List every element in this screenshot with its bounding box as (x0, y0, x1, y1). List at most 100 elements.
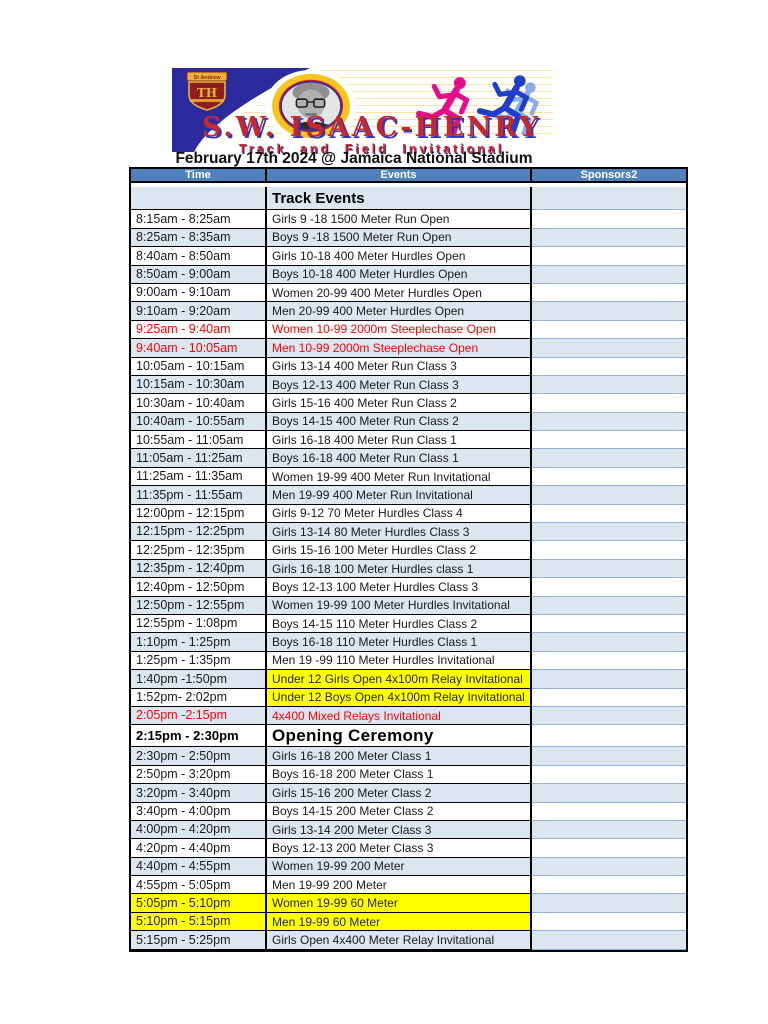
sponsor-cell (532, 357, 686, 376)
time-cell: 11:35pm - 11:55am (131, 486, 267, 505)
event-cell: Boys 14-15 110 Meter Hurdles Class 2 (267, 614, 532, 634)
column-header-sponsors: Sponsors2 (532, 169, 686, 183)
sponsor-cell (532, 265, 686, 284)
time-cell: 8:25am - 8:35am (131, 228, 267, 248)
time-cell: 9:25am - 9:40am (131, 320, 267, 340)
time-cell: 4:55pm - 5:05pm (131, 876, 267, 895)
event-cell: Girls Open 4x400 Meter Relay Invitationa… (267, 931, 532, 950)
time-cell: 1:10pm - 1:25pm (131, 633, 267, 652)
time-cell: 1:25pm - 1:35pm (131, 651, 267, 671)
event-cell: Girls 13-14 400 Meter Run Class 3 (267, 357, 532, 376)
event-cell: Under 12 Girls Open 4x100m Relay Invitat… (267, 670, 532, 689)
event-cell: Men 10-99 2000m Steeplechase Open (267, 339, 532, 358)
event-cell: Girls 15-16 400 Meter Run Class 2 (267, 394, 532, 413)
time-cell: 10:55am - 11:05am (131, 431, 267, 450)
runner-magenta (416, 77, 470, 138)
event-cell: Men 19-99 60 Meter (267, 912, 532, 932)
time-cell: 11:05am - 11:25am (131, 449, 267, 468)
event-cell: Girls 9 -18 1500 Meter Run Open (267, 210, 532, 229)
sponsor-cell (532, 523, 686, 542)
section-time-cell (131, 187, 267, 211)
sponsor-cell (532, 228, 686, 248)
column-header-time: Time (131, 169, 267, 183)
event-cell: Boys 16-18 400 Meter Run Class 1 (267, 449, 532, 468)
event-cell: Girls 10-18 400 Meter Hurdles Open (267, 247, 532, 266)
event-cell: Boys 12-13 200 Meter Class 3 (267, 839, 532, 858)
sponsor-cell (532, 559, 686, 579)
column-header-events: Events (267, 169, 532, 183)
time-cell: 10:15am - 10:30am (131, 375, 267, 395)
schedule-table: Time Events Sponsors2 Track Events 8:15a… (129, 167, 688, 952)
time-cell: 4:00pm - 4:20pm (131, 820, 267, 840)
event-cell: Men 19-99 400 Meter Run Invitational (267, 486, 532, 505)
time-cell: 9:00am - 9:10am (131, 283, 267, 303)
event-cell: Men 20-99 400 Meter Hurdles Open (267, 302, 532, 321)
event-cell: Women 19-99 60 Meter (267, 894, 532, 913)
event-cell: Women 20-99 400 Meter Hurdles Open (267, 283, 532, 303)
sponsor-cell (532, 912, 686, 932)
event-cell: Opening Ceremony (267, 725, 532, 748)
time-cell: 11:25am - 11:35am (131, 467, 267, 487)
sponsor-cell (532, 320, 686, 340)
section-header: Track Events (267, 187, 532, 211)
time-cell: 12:35pm - 12:40pm (131, 559, 267, 579)
event-banner: St Andrew TH (172, 68, 553, 156)
time-cell: 1:40pm -1:50pm (131, 670, 267, 689)
sponsor-cell (532, 688, 686, 707)
time-cell: 12:40pm - 12:50pm (131, 578, 267, 597)
time-cell: 9:40am - 10:05am (131, 339, 267, 358)
event-date-location: February 17th 2024 @ Jamaica National St… (175, 150, 533, 167)
sponsor-cell (532, 578, 686, 597)
time-cell: 5:05pm - 5:10pm (131, 894, 267, 913)
sponsor-cell (532, 283, 686, 303)
section-sponsor-cell (532, 187, 686, 211)
time-cell: 4:40pm - 4:55pm (131, 857, 267, 877)
runner-blue (476, 75, 529, 134)
time-cell: 12:55pm - 1:08pm (131, 614, 267, 634)
time-cell: 2:15pm - 2:30pm (131, 725, 267, 748)
event-cell: Boys 16-18 110 Meter Hurdles Class 1 (267, 633, 532, 652)
time-cell: 8:40am - 8:50am (131, 247, 267, 266)
sponsor-cell (532, 449, 686, 468)
event-cell: Boys 12-13 100 Meter Hurdles Class 3 (267, 578, 532, 597)
sponsor-cell (532, 839, 686, 858)
event-cell: Boys 14-15 400 Meter Run Class 2 (267, 412, 532, 432)
time-cell: 9:10am - 9:20am (131, 302, 267, 321)
sponsor-cell (532, 931, 686, 950)
sponsor-cell (532, 670, 686, 689)
event-cell: Girls 16-18 200 Meter Class 1 (267, 747, 532, 766)
sponsor-cell (532, 302, 686, 321)
sponsor-cell (532, 394, 686, 413)
sponsor-cell (532, 375, 686, 395)
event-cell: Girls 9-12 70 Meter Hurdles Class 4 (267, 504, 532, 524)
sponsor-cell (532, 210, 686, 229)
event-cell: Girls 16-18 100 Meter Hurdles class 1 (267, 559, 532, 579)
event-cell: Women 10-99 2000m Steeplechase Open (267, 320, 532, 340)
time-cell: 5:10pm - 5:15pm (131, 912, 267, 932)
time-cell: 12:00pm - 12:15pm (131, 504, 267, 524)
founder-portrait (265, 69, 357, 143)
sponsor-cell (532, 541, 686, 560)
time-cell: 12:50pm - 12:55pm (131, 596, 267, 615)
sponsor-cell (532, 894, 686, 913)
crest-monogram: TH (197, 86, 217, 100)
sponsor-cell (532, 876, 686, 895)
time-cell: 12:25pm - 12:35pm (131, 541, 267, 560)
sponsor-cell (532, 765, 686, 785)
sponsor-cell (532, 747, 686, 766)
sponsor-cell (532, 467, 686, 487)
event-cell: Boys 16-18 200 Meter Class 1 (267, 765, 532, 785)
runners-graphic (416, 75, 539, 138)
event-cell: Boys 14-15 200 Meter Class 2 (267, 802, 532, 821)
event-cell: Men 19 -99 110 Meter Hurdles Invitationa… (267, 651, 532, 671)
sponsor-cell (532, 431, 686, 450)
time-cell: 4:20pm - 4:40pm (131, 839, 267, 858)
event-cell: 4x400 Mixed Relays Invitational (267, 706, 532, 726)
time-cell: 10:05am - 10:15am (131, 357, 267, 376)
event-cell: Boys 12-13 400 Meter Run Class 3 (267, 375, 532, 395)
sponsor-cell (532, 802, 686, 821)
time-cell: 8:15am - 8:25am (131, 210, 267, 229)
banner-subtitle: Track and Field Invitational (238, 142, 505, 156)
time-cell: 10:40am - 10:55am (131, 412, 267, 432)
banner-title: S.W. ISAAC-HENRY (201, 112, 542, 143)
